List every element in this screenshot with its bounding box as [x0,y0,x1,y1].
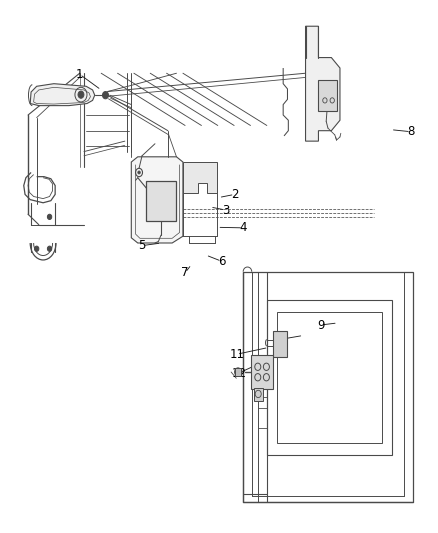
Circle shape [78,91,84,98]
FancyBboxPatch shape [251,356,273,389]
Text: 10: 10 [271,333,286,346]
FancyBboxPatch shape [145,181,176,221]
Text: 2: 2 [230,188,238,201]
Text: 7: 7 [181,266,188,279]
Polygon shape [183,162,217,193]
Text: 4: 4 [239,221,246,235]
Circle shape [35,246,39,252]
Circle shape [47,214,52,220]
Text: 6: 6 [217,255,225,268]
Circle shape [147,211,152,216]
Text: 5: 5 [138,239,145,252]
Circle shape [170,185,174,191]
Circle shape [138,171,140,174]
Text: 11: 11 [229,348,244,361]
Polygon shape [30,84,95,106]
FancyBboxPatch shape [318,80,337,111]
FancyBboxPatch shape [272,331,286,357]
Text: 8: 8 [406,125,413,138]
Text: 1: 1 [76,68,83,81]
Polygon shape [253,387,262,401]
Text: 9: 9 [316,319,324,332]
Circle shape [170,211,174,216]
Text: 12: 12 [231,367,246,379]
Polygon shape [234,368,240,376]
Polygon shape [305,26,339,141]
Circle shape [47,246,52,252]
Text: 3: 3 [222,204,229,216]
Polygon shape [131,157,183,243]
Circle shape [147,185,152,191]
Circle shape [102,92,108,99]
